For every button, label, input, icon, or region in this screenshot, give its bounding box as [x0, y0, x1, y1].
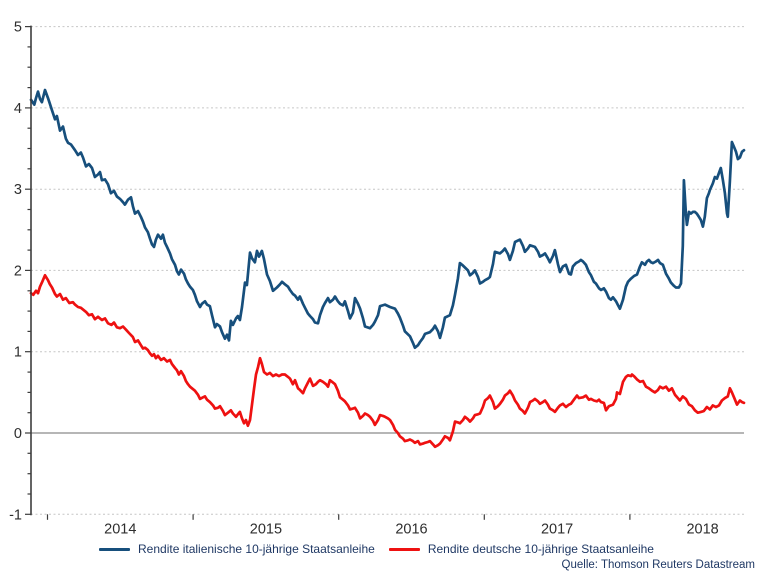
- legend-item-italy: Rendite italienische 10-jährige Staatsan…: [99, 542, 375, 556]
- legend-item-germany: Rendite deutsche 10-jährige Staatsanleih…: [388, 542, 654, 556]
- x-year-label: 2018: [686, 521, 718, 537]
- gridlines: [31, 26, 744, 515]
- y-tick-label: 4: [14, 101, 22, 117]
- y-tick-label: 2: [14, 263, 22, 279]
- y-axis-labels: 5 4 3 2 1 0 -1: [9, 20, 22, 524]
- x-year-label: 2017: [541, 521, 573, 537]
- x-axis-labels: 2014 2015 2016 2017 2018: [104, 521, 719, 537]
- x-year-label: 2016: [395, 521, 427, 537]
- x-year-label: 2015: [250, 521, 282, 537]
- italy-yield-line: [29, 88, 746, 350]
- germany-line-swatch: [388, 547, 420, 551]
- y-tick-label: 0: [14, 426, 22, 442]
- italy-line-swatch: [99, 547, 130, 551]
- x-axis: [46, 514, 631, 520]
- legend-label-germany: Rendite deutsche 10-jährige Staatsanleih…: [427, 542, 654, 556]
- y-axis: [25, 25, 32, 516]
- y-tick-label: 3: [14, 182, 22, 198]
- germany-yield-line: [29, 273, 746, 449]
- legend: Rendite italienische 10-jährige Staatsan…: [99, 542, 654, 556]
- y-tick-label: -1: [9, 507, 22, 523]
- legend-label-italy: Rendite italienische 10-jährige Staatsan…: [138, 542, 375, 556]
- source-credit: Quelle: Thomson Reuters Datastream: [561, 559, 755, 571]
- y-tick-label: 5: [14, 20, 22, 36]
- y-tick-label: 1: [14, 345, 22, 361]
- x-year-label: 2014: [104, 521, 136, 537]
- series-lines: [29, 88, 746, 449]
